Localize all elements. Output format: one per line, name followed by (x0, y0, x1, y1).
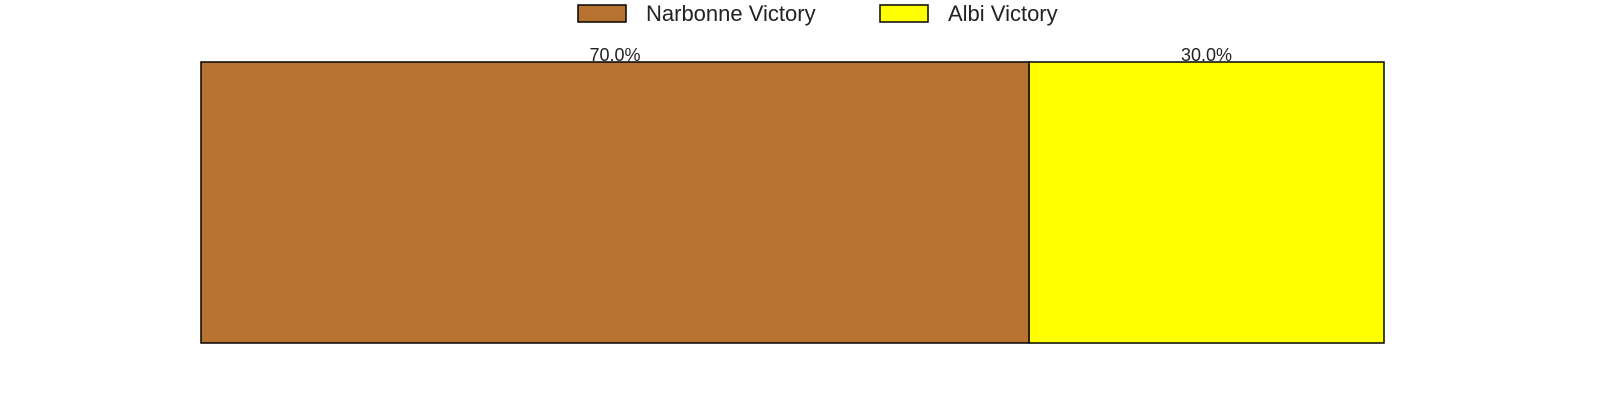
bar-segment-narbonne-victory (200, 61, 1030, 344)
data-labels: 70.0% 30.0% (590, 45, 1233, 65)
legend-label-narbonne-victory: Narbonne Victory (646, 1, 816, 26)
legend-item-narbonne-victory: Narbonne Victory (577, 1, 816, 26)
legend-label-albi-victory: Albi Victory (948, 1, 1058, 26)
data-label-narbonne-victory: 70.0% (590, 45, 641, 65)
bar-stack (200, 61, 1385, 344)
bar-segment-albi-victory (1028, 61, 1385, 344)
data-label-albi-victory: 30.0% (1181, 45, 1232, 65)
legend-swatch-narbonne-victory (577, 4, 627, 23)
legend: Narbonne Victory Albi Victory (577, 1, 1058, 26)
legend-swatch-albi-victory (879, 4, 929, 23)
legend-item-albi-victory: Albi Victory (879, 1, 1058, 26)
